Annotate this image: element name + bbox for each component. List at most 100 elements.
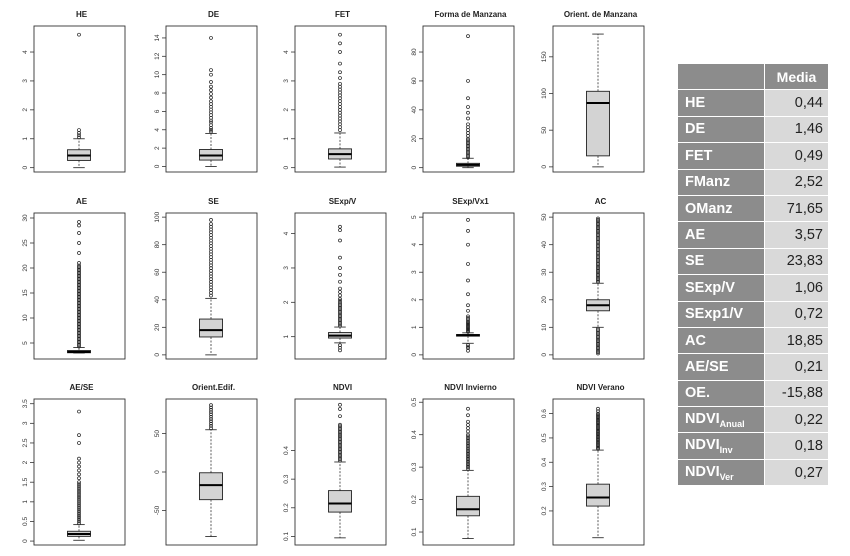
stats-row-name: NDVI — [685, 463, 720, 480]
stats-row-value: 2,52 — [764, 168, 829, 196]
boxplot-title: NDVI Verano — [576, 383, 625, 392]
stats-row-subscript: Anual — [719, 418, 745, 429]
outlier-point — [209, 99, 213, 104]
y-tick-label: 10 — [541, 323, 548, 331]
stats-row-value: 0,18 — [764, 432, 829, 460]
outlier-point — [596, 433, 600, 438]
outlier-point — [466, 419, 470, 424]
y-tick-label: 100 — [154, 211, 161, 222]
y-tick-label: 2 — [283, 300, 290, 304]
stats-row-subscript: Ver — [719, 471, 734, 482]
y-tick-label: 5 — [411, 215, 418, 219]
iqr-box — [199, 472, 223, 501]
outlier-point — [338, 290, 342, 294]
y-tick-label: 0.4 — [541, 457, 548, 466]
outlier-point — [596, 431, 600, 435]
mean-stats-table: Media HE 0,44 DE 1,46 FET 0,49 FManz 2,52 OManz 7… — [677, 62, 829, 487]
outlier-point — [466, 322, 470, 326]
y-tick-label: 0 — [22, 165, 29, 169]
outlier-point — [338, 255, 342, 260]
outlier-point — [466, 429, 470, 434]
boxplot-panel: SExp/V 1 2 3 4 — [265, 187, 390, 367]
boxplot-svg: 0 1 2 3 4 — [283, 25, 387, 173]
outlier-point — [209, 72, 213, 77]
outlier-point — [596, 409, 600, 414]
stats-row-value: 23,83 — [764, 247, 829, 276]
outlier-point — [596, 440, 600, 445]
outlier-point — [77, 32, 81, 37]
outlier-point — [77, 135, 81, 140]
outlier-point — [596, 406, 600, 411]
outlier-point — [596, 436, 600, 440]
outlier-point — [77, 231, 81, 235]
y-tick-label: 0.1 — [411, 527, 418, 536]
y-tick-label: 2 — [411, 298, 418, 302]
outlier-point — [596, 426, 600, 431]
y-tick-label: 20 — [411, 135, 418, 143]
outlier-point — [596, 438, 600, 443]
plot-frame — [165, 212, 258, 360]
outlier-point — [466, 343, 470, 347]
y-tick-label: 14 — [154, 34, 161, 42]
stats-row-name: NDVI — [685, 410, 720, 427]
outlier-point — [338, 279, 342, 284]
outlier-point — [338, 76, 342, 80]
outlier-point — [77, 468, 81, 473]
outlier-point — [77, 251, 81, 255]
outlier-point — [77, 519, 81, 524]
outlier-point — [77, 220, 81, 224]
boxplot-svg: 0 50 100 150 — [541, 25, 645, 173]
stats-row-name: AE — [685, 227, 706, 244]
boxplot-svg: 0 1 2 3 4 — [22, 25, 126, 173]
outlier-point — [209, 412, 213, 417]
boxplot-title: SExp/Vx1 — [452, 197, 489, 206]
y-tick-label: 0 — [154, 353, 161, 357]
outlier-point — [338, 414, 342, 419]
y-tick-label: 0.4 — [283, 446, 290, 455]
outlier-point — [338, 422, 342, 427]
stats-row: NDVIVer 0,27 — [677, 458, 829, 487]
y-tick-label: 0.3 — [411, 462, 418, 471]
boxplot-title: Orient. de Manzana — [563, 10, 638, 19]
outlier-point — [466, 406, 470, 411]
outlier-point — [466, 278, 470, 283]
stats-row-label: SExp/V — [677, 274, 765, 302]
outlier-point — [77, 433, 81, 437]
stats-row-value: 71,65 — [764, 194, 829, 223]
outlier-point — [77, 499, 81, 504]
outlier-point — [77, 472, 81, 477]
y-tick-label: 0 — [411, 353, 418, 357]
outlier-point — [338, 224, 342, 229]
outlier-point — [77, 513, 81, 518]
outlier-point — [596, 432, 600, 437]
outlier-point — [77, 494, 81, 498]
outlier-point — [77, 223, 81, 228]
stats-row-name: SE — [685, 253, 705, 270]
y-tick-label: 2 — [22, 108, 29, 112]
outlier-point — [338, 272, 342, 277]
stats-row-name: NDVI — [685, 437, 720, 454]
outlier-point — [209, 84, 213, 89]
outlier-point — [77, 241, 81, 245]
boxplot-svg: 0 20 40 60 80 — [411, 25, 515, 173]
outlier-point — [209, 222, 213, 226]
stats-row: OE. -15,88 — [677, 379, 829, 408]
boxplot-svg: 0 10 20 30 40 50 — [541, 212, 645, 360]
boxplot-svg: -50 0 50 — [154, 398, 258, 546]
stats-row: AE 3,57 — [677, 221, 829, 249]
stats-row-name: AE/SE — [685, 358, 729, 375]
y-tick-label: 0 — [22, 539, 29, 543]
boxplot-title: Forma de Manzana — [434, 10, 507, 19]
outlier-point — [596, 421, 600, 426]
y-tick-label: 1 — [22, 500, 29, 504]
y-tick-label: 0 — [154, 164, 161, 168]
boxplot-panel: AE/SE 0 0.5 1 1.5 2 2.5 3 3.5 — [4, 373, 129, 553]
y-tick-label: 50 — [154, 430, 161, 438]
stats-header-media: Media — [764, 62, 829, 91]
y-tick-label: 4 — [22, 50, 29, 54]
outlier-point — [596, 411, 600, 416]
outlier-point — [338, 70, 342, 75]
outlier-point — [77, 265, 81, 269]
y-tick-label: 15 — [22, 289, 29, 297]
outlier-point — [209, 426, 213, 431]
